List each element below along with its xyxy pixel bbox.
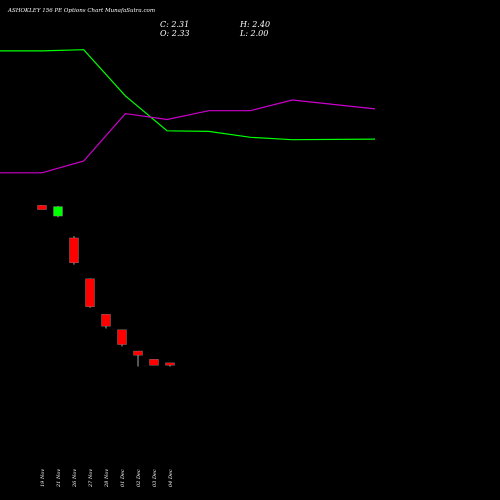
- x-tick-label: 26 Nov: [72, 469, 78, 488]
- x-tick-label: 27 Nov: [88, 469, 94, 488]
- candle-body: [37, 205, 47, 210]
- x-tick-label: 02 Dec: [136, 469, 142, 487]
- candle-19-nov: [37, 205, 47, 210]
- indicator-lines: [0, 49, 376, 174]
- low-value: L: 2.00: [240, 29, 269, 38]
- x-tick-label: 01 Dec: [120, 469, 126, 487]
- candle-body: [165, 362, 175, 366]
- candle-body: [85, 278, 95, 307]
- candle-body: [149, 359, 159, 366]
- candle-01-dec: [117, 329, 127, 347]
- candle-21-nov: [53, 205, 63, 218]
- candle-body: [133, 350, 143, 356]
- candle-body: [117, 329, 127, 345]
- candle-02-dec: [133, 350, 143, 367]
- chart-title: ASHOKLEY 156 PE Options Chart MunafaSutr…: [8, 8, 156, 14]
- open-value: O: 2.33: [160, 29, 190, 38]
- x-axis-labels: 19 Nov 21 Nov 26 Nov 27 Nov 28 Nov 01 Dec 02 D…: [40, 469, 174, 488]
- series-line-0: [0, 49, 376, 141]
- close-value: C: 2.31: [160, 20, 190, 29]
- candles: [37, 205, 175, 367]
- x-tick-label: 21 Nov: [56, 469, 62, 488]
- x-tick-label: 03 Dec: [152, 469, 158, 487]
- candle-28-nov: [101, 314, 111, 329]
- x-tick-label: 28 Nov: [104, 469, 110, 488]
- x-tick-label: 04 Dec: [168, 469, 174, 487]
- candle-27-nov: [85, 278, 95, 308]
- x-tick-label: 19 Nov: [40, 469, 46, 487]
- candle-body: [101, 314, 111, 327]
- series-line-1: [0, 99, 376, 174]
- candle-26-nov: [69, 236, 79, 265]
- candle-body: [53, 206, 63, 217]
- candle-body: [69, 237, 79, 264]
- high-value: H: 2.40: [240, 20, 271, 29]
- candle-04-dec: [165, 362, 175, 367]
- candle-03-dec: [149, 359, 159, 366]
